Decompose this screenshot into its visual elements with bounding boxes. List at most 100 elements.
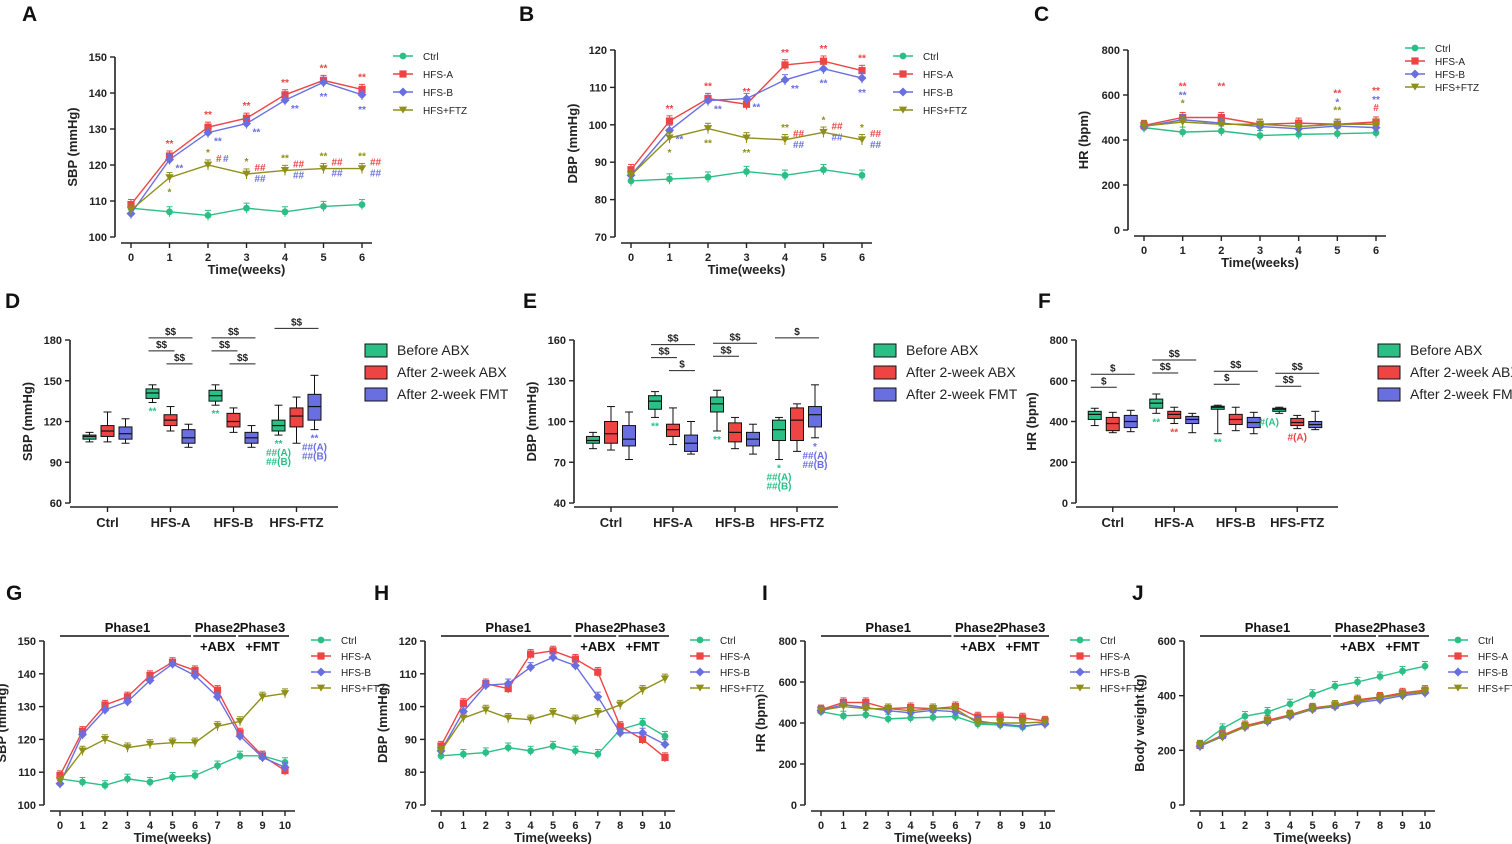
- ftz-marker: [190, 739, 200, 747]
- category-label: HFS-B: [214, 515, 254, 530]
- hfsa-marker: [317, 652, 325, 660]
- x-tick-label: 8: [237, 820, 243, 832]
- ftz-marker: [1255, 120, 1265, 128]
- hfsb-marker: [819, 64, 828, 74]
- ftz-marker: [839, 703, 848, 711]
- significance-mark: *: [813, 442, 817, 453]
- comparison-mark: $: [679, 360, 685, 371]
- series-hfsa: [127, 74, 366, 210]
- significance-mark: **: [1179, 91, 1187, 102]
- ctrl-marker: [79, 778, 86, 786]
- legend-swatch: [873, 343, 897, 358]
- ctrl-marker: [236, 752, 244, 760]
- phase2-label: Phase2: [955, 620, 1001, 635]
- y-tick-label: 130: [548, 376, 566, 388]
- hfsb-marker: [570, 661, 580, 671]
- significance-mark: ##(A): [802, 451, 827, 462]
- y-axis-label: SBP (mmHg): [20, 382, 35, 461]
- significance-mark: **: [704, 139, 712, 150]
- ctrl-marker: [1264, 708, 1271, 716]
- ctrl-marker: [320, 203, 327, 210]
- category-label: Ctrl: [1102, 515, 1124, 530]
- x-tick-label: 1: [1219, 820, 1225, 832]
- hfsb-marker: [481, 680, 491, 690]
- ftz-marker: [626, 171, 636, 179]
- x-tick-label: 6: [859, 252, 865, 264]
- ctrl-marker: [1454, 636, 1462, 644]
- legend-entry: HFS+FTZ: [341, 684, 385, 695]
- box-hfsa: [226, 407, 241, 433]
- ftz-marker: [571, 716, 580, 724]
- ctrl-marker: [862, 711, 870, 719]
- legend: Ctrl HFS-A HFS-B HFS+FTZ: [393, 52, 467, 117]
- phase-annotations: Phase1 Phase2 Phase3 +ABX +FMT: [1200, 620, 1429, 654]
- significance-mark: **: [858, 88, 866, 99]
- box-hfsb: [746, 423, 760, 455]
- significance-mark: **: [753, 103, 761, 114]
- legend-entry: Before ABX: [1410, 342, 1483, 358]
- legend: Ctrl HFS-A HFS-B HFS+FTZ: [1448, 636, 1512, 695]
- x-tick-label: 6: [192, 820, 198, 832]
- x-tick-label: 5: [1309, 820, 1315, 832]
- significance-mark: **: [1214, 438, 1222, 449]
- x-tick-label: 10: [279, 820, 291, 832]
- legend-entry: After 2-week ABX: [1410, 364, 1512, 380]
- ftz-marker: [816, 706, 826, 714]
- x-tick-label: 10: [1039, 820, 1051, 832]
- box-hfsa: [604, 406, 618, 451]
- significance-mark: **: [1152, 417, 1160, 428]
- box-hfsb: [244, 425, 259, 448]
- y-axis-label: Body weight (g): [1132, 674, 1147, 772]
- ftz-marker: [145, 740, 155, 748]
- box-hfsa: [1290, 414, 1305, 430]
- box-body: [1087, 410, 1102, 420]
- ctrl-marker: [549, 742, 557, 750]
- significance-mark: **: [1372, 86, 1380, 97]
- significance-mark: **: [358, 105, 366, 116]
- ctrl-marker: [243, 204, 250, 212]
- ctrl-marker: [482, 749, 490, 756]
- significance-mark: ##: [793, 129, 805, 140]
- ctrl-marker: [666, 175, 673, 183]
- phase2-label: Phase2: [575, 620, 621, 635]
- ftz-marker: [898, 106, 908, 114]
- significance-mark: ##: [832, 121, 844, 132]
- panel-label: I: [762, 582, 768, 605]
- y-tick-label: 130: [89, 124, 107, 136]
- ftz-marker: [906, 707, 915, 715]
- ftz-marker: [55, 777, 65, 784]
- comparison-mark: $$: [165, 327, 177, 338]
- ftz-marker: [1420, 688, 1430, 696]
- significance-mark: **: [311, 434, 319, 445]
- ftz-marker: [459, 714, 468, 722]
- x-tick-label: 3: [243, 252, 249, 264]
- ftz-marker: [703, 125, 713, 133]
- comparison-mark: $: [794, 327, 800, 338]
- x-tick-label: 2: [205, 252, 211, 264]
- panel-J: J 0 200 400 600 Body weight (g) 0 1 2 3 4 5 6 7 8 9 10 Ti…: [1132, 582, 1512, 844]
- significance-mark: *: [168, 188, 172, 199]
- box-body: [289, 407, 304, 428]
- x-tick-label: 2: [705, 252, 711, 264]
- fmt-label: +FMT: [245, 639, 279, 654]
- comparison-mark: $$: [667, 334, 679, 345]
- category-label: HFS-FTZ: [1270, 515, 1324, 530]
- legend-entry: HFS-B: [1435, 70, 1465, 81]
- y-tick-label: 200: [779, 759, 797, 771]
- box-hfsb: [1123, 409, 1138, 433]
- hfsb-marker: [780, 75, 790, 85]
- significance-mark: ##: [332, 169, 344, 180]
- hfsb-marker: [898, 87, 908, 97]
- phase3-label: Phase3: [1000, 620, 1046, 635]
- ctrl-marker: [572, 747, 579, 755]
- ctrl-marker: [899, 52, 907, 60]
- ftz-marker: [1139, 122, 1149, 130]
- hfsa-marker: [527, 650, 535, 658]
- significance-mark: *: [1335, 97, 1339, 108]
- x-tick-label: 0: [628, 252, 634, 264]
- ctrl-marker: [146, 778, 154, 786]
- x-tick-label: 6: [359, 252, 365, 264]
- ftz-marker: [1410, 83, 1420, 91]
- ftz-marker: [316, 684, 326, 692]
- box-hfsa: [163, 406, 178, 432]
